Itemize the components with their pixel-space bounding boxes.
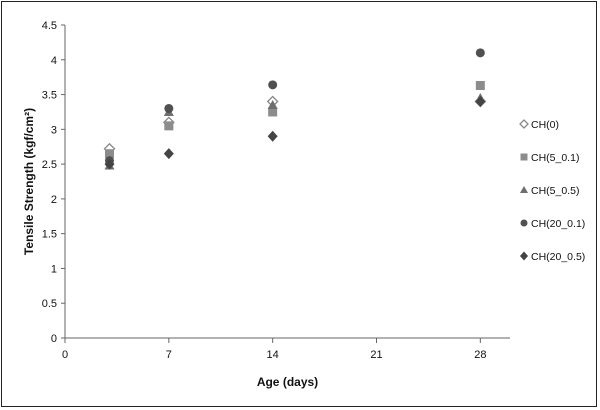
legend-marker: [519, 119, 529, 129]
y-tick-label: 3.5: [42, 90, 57, 102]
y-tick-label: 4: [51, 55, 57, 67]
y-tick-label: 1.5: [42, 229, 57, 241]
data-point: [475, 96, 486, 108]
data-point: [163, 148, 174, 160]
data-point: [475, 81, 485, 91]
legend-marker: [520, 251, 528, 261]
legend-label: CH(5_0.5): [531, 185, 579, 197]
legend-label: CH(20_0.5): [531, 251, 585, 263]
x-tick-label: 14: [267, 349, 279, 361]
y-tick-label: 3: [51, 124, 57, 136]
legend-label: CH(0): [531, 119, 559, 131]
x-axis-title: Age (days): [257, 375, 318, 389]
y-tick-label: 0: [51, 333, 57, 345]
data-point: [268, 80, 278, 90]
y-tick-label: 4.5: [42, 20, 57, 32]
data-point: [164, 103, 174, 113]
y-axis-title: Tensile Strength (kgf/cm²): [22, 108, 36, 255]
y-tick-label: 0.5: [42, 298, 57, 310]
data-point: [267, 130, 278, 142]
data-point: [105, 149, 114, 159]
data-point: [267, 99, 278, 109]
x-tick-label: 21: [370, 349, 382, 361]
x-tick-label: 7: [166, 349, 172, 361]
data-point: [104, 158, 115, 170]
legend-marker: [520, 153, 528, 161]
x-tick-label: 0: [62, 349, 68, 361]
legend-label: CH(5_0.1): [531, 152, 579, 164]
data-point: [268, 107, 278, 117]
legend-marker: [520, 219, 528, 227]
data-point: [164, 121, 174, 131]
legend-label: CH(20_0.1): [531, 218, 585, 230]
y-tick-label: 2: [51, 194, 57, 206]
data-point: [475, 48, 485, 58]
legend-marker: [520, 186, 528, 193]
x-tick-label: 28: [474, 349, 486, 361]
y-tick-label: 2.5: [42, 159, 57, 171]
y-tick-label: 1: [51, 263, 57, 275]
